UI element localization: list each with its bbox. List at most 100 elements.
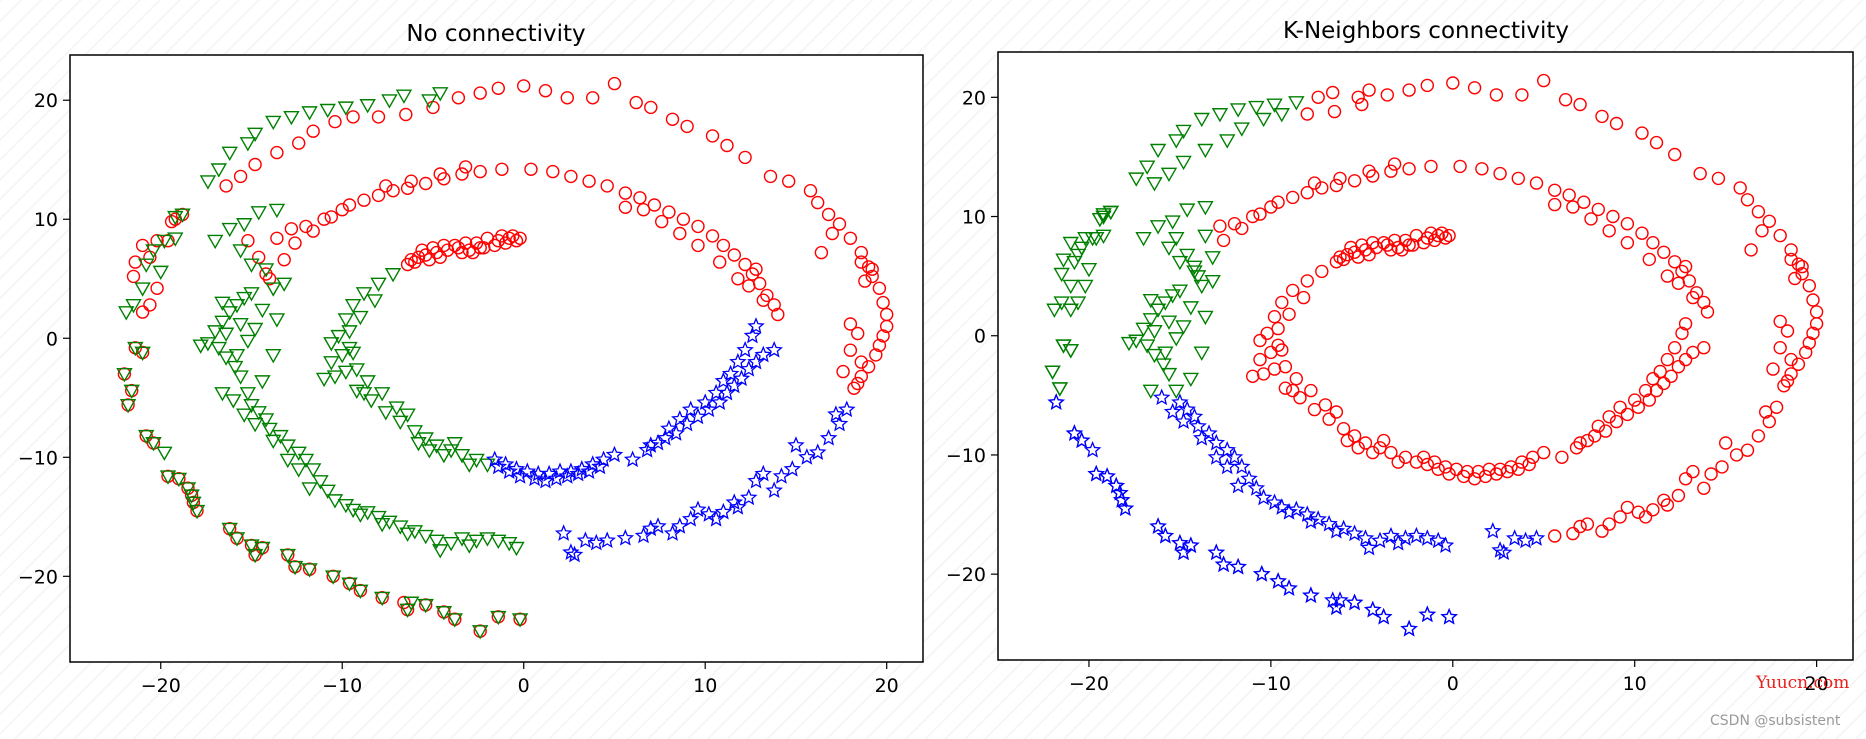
data-point-triangle — [279, 439, 296, 454]
y-tick-label: 0 — [974, 326, 986, 348]
data-point-triangle — [246, 548, 264, 564]
data-point-triangle — [1168, 384, 1185, 399]
data-point-triangle — [399, 527, 416, 542]
data-point-triangle — [1160, 167, 1178, 183]
data-point-triangle — [167, 210, 184, 226]
data-point-star — [565, 545, 584, 563]
data-point-circle — [1631, 505, 1646, 519]
data-point-star — [1287, 500, 1306, 518]
data-point-triangle — [1168, 332, 1185, 347]
data-point-triangle — [199, 337, 217, 352]
data-point-circle — [1562, 188, 1576, 202]
data-point-triangle — [1149, 303, 1167, 318]
data-point-circle — [1602, 224, 1616, 238]
data-point-circle — [1635, 126, 1649, 140]
data-point-triangle — [490, 610, 507, 626]
data-point-circle — [1660, 352, 1675, 367]
data-point-star — [1327, 598, 1346, 615]
data-point-circle — [1271, 321, 1285, 336]
data-point-star — [496, 455, 515, 472]
data-point-star — [787, 436, 805, 453]
data-point-circle — [1267, 362, 1282, 376]
data-point-circle — [665, 112, 680, 127]
data-point-circle — [582, 174, 596, 188]
data-point-triangle — [174, 208, 191, 223]
data-point-triangle — [406, 425, 424, 440]
data-point-circle — [1591, 202, 1606, 217]
data-point-circle — [1227, 216, 1242, 231]
data-point-triangle — [1273, 108, 1290, 123]
data-point-star — [1400, 619, 1418, 637]
data-point-triangle — [1160, 315, 1178, 330]
data-point-circle — [1569, 441, 1584, 455]
data-point-circle — [1329, 178, 1344, 193]
data-point-triangle — [228, 298, 246, 314]
data-point-triangle — [442, 537, 460, 552]
data-point-star — [783, 459, 802, 477]
data-point-star — [1229, 557, 1247, 575]
data-point-circle — [1296, 290, 1311, 305]
data-point-star — [587, 533, 606, 551]
data-point-triangle — [352, 508, 369, 523]
data-point-star — [671, 410, 689, 427]
data-point-triangle — [421, 444, 438, 459]
data-point-triangle — [1193, 346, 1210, 361]
data-point-circle — [1711, 171, 1726, 186]
data-point-triangle — [125, 298, 142, 314]
data-point-circle — [1347, 174, 1362, 188]
data-point-circle — [1446, 76, 1460, 90]
data-point-circle — [538, 83, 553, 98]
data-point-circle — [233, 169, 248, 184]
data-point-circle — [1784, 367, 1798, 381]
data-point-circle — [288, 236, 302, 250]
data-point-star — [765, 481, 783, 499]
data-point-triangle — [170, 472, 188, 488]
data-point-triangle — [1197, 201, 1214, 216]
data-point-triangle — [410, 437, 427, 452]
data-point-circle — [1715, 460, 1729, 474]
data-point-star — [1240, 469, 1258, 487]
data-point-triangle — [119, 398, 137, 414]
data-point-circle — [1271, 195, 1285, 209]
data-point-circle — [1580, 433, 1595, 448]
data-point-circle — [466, 245, 480, 260]
data-point-circle — [742, 279, 756, 293]
data-point-triangle — [1062, 303, 1079, 318]
data-point-circle — [1300, 185, 1315, 200]
data-point-triangle — [355, 387, 373, 402]
y-tick-label: 10 — [962, 207, 986, 229]
data-point-triangle — [468, 453, 485, 469]
data-point-triangle — [1044, 365, 1061, 380]
data-point-triangle — [359, 506, 376, 521]
data-point-circle — [1558, 92, 1573, 107]
data-point-star — [1189, 417, 1207, 434]
data-point-triangle — [373, 387, 391, 402]
data-point-triangle — [1073, 241, 1090, 256]
data-point-circle — [1646, 503, 1660, 517]
data-point-triangle — [221, 306, 238, 321]
data-point-circle — [1318, 398, 1333, 412]
data-point-star — [1233, 457, 1251, 475]
data-point-circle — [506, 229, 520, 243]
data-point-triangle — [1051, 382, 1069, 397]
data-point-triangle — [265, 115, 282, 131]
data-point-star — [1171, 533, 1189, 551]
data-point-circle — [1289, 372, 1304, 386]
data-point-circle — [1547, 197, 1562, 212]
data-point-star — [1327, 522, 1346, 539]
data-point-star — [1182, 536, 1200, 553]
data-point-triangle — [1164, 215, 1181, 230]
data-point-triangle — [1055, 339, 1072, 354]
data-point-circle — [814, 245, 829, 260]
data-point-triangle — [265, 348, 282, 364]
data-point-star — [1331, 591, 1349, 608]
x-tick-label: −10 — [1251, 673, 1291, 695]
data-point-triangle — [1255, 112, 1272, 128]
data-point-triangle — [402, 596, 420, 611]
data-point-star — [1418, 529, 1437, 546]
data-point-triangle — [1186, 265, 1203, 280]
data-point-circle — [1362, 247, 1376, 262]
data-point-circle — [1435, 226, 1449, 240]
data-point-triangle — [1182, 372, 1200, 388]
data-point-circle — [379, 179, 393, 193]
